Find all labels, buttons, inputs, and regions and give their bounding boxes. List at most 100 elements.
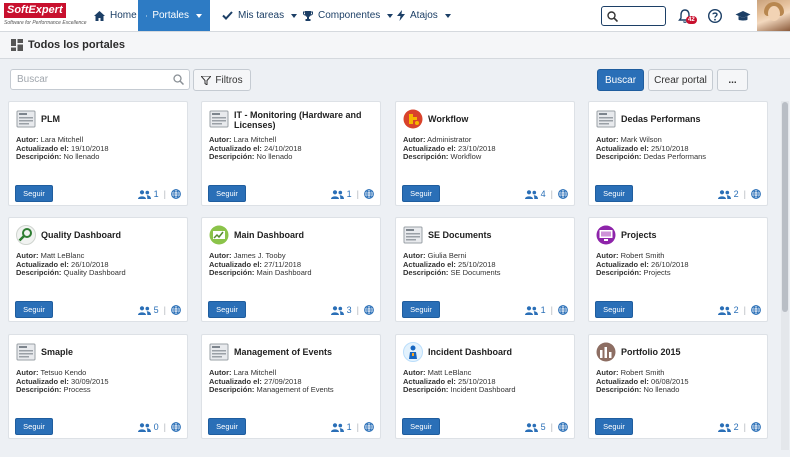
users-icon[interactable] [330, 422, 344, 432]
portal-stats: 2 | [717, 189, 761, 199]
globe-icon[interactable] [558, 305, 568, 315]
portal-title[interactable]: PLM [41, 114, 60, 124]
portal-stats: 0 | [137, 422, 181, 432]
portal-updated: 19/10/2018 [71, 143, 109, 153]
portal-title[interactable]: IT - Monitoring (Hardware and Licenses) [234, 110, 362, 130]
users-icon[interactable] [524, 422, 538, 432]
portal-title[interactable]: Smaple [41, 347, 74, 357]
portal-title[interactable]: Quality Dashboard [41, 230, 122, 240]
portal-card[interactable]: Smaple Autor: Tetsuo Kendo Actualizado el:… [8, 334, 188, 439]
nav-portales[interactable]: Portales [138, 0, 210, 31]
globe-icon[interactable] [171, 305, 181, 315]
globe-icon[interactable] [364, 305, 374, 315]
globe-icon[interactable] [364, 422, 374, 432]
globe-icon[interactable] [558, 422, 568, 432]
chevron-down-icon [444, 13, 451, 18]
portal-title[interactable]: SE Documents [428, 230, 492, 240]
globe-icon[interactable] [751, 189, 761, 199]
search-button[interactable]: Buscar [597, 69, 644, 91]
user-avatar[interactable] [757, 0, 790, 31]
more-options-button[interactable]: ... [717, 69, 748, 91]
portal-card[interactable]: Projects Autor: Robert Smith Actualizado e… [588, 217, 768, 322]
portal-card[interactable]: PLM Autor: Lara Mitchell Actualizado el: 1… [8, 101, 188, 206]
portal-search-input[interactable] [11, 70, 161, 89]
users-icon[interactable] [330, 189, 344, 199]
nav-mis-tareas[interactable]: Mis tareas [214, 0, 305, 31]
followers-count: 2 [733, 189, 739, 199]
users-icon[interactable] [330, 305, 344, 315]
follow-button[interactable]: Seguir [15, 418, 53, 435]
follow-button[interactable]: Seguir [208, 185, 246, 202]
users-icon[interactable] [137, 305, 151, 315]
portal-card[interactable]: Portfolio 2015 Autor: Robert Smith Actuali… [588, 334, 768, 439]
nav-atajos[interactable]: Atajos [389, 0, 459, 31]
portal-author: Administrator [427, 135, 472, 144]
followers-count: 1 [346, 189, 352, 199]
author-label: Autor: [16, 135, 39, 144]
nav-home[interactable]: Home [86, 0, 145, 31]
portal-card[interactable]: Dedas Performans Autor: Mark Wilson Actual… [588, 101, 768, 206]
globe-icon[interactable] [751, 422, 761, 432]
portal-card[interactable]: IT - Monitoring (Hardware and Licenses) A… [201, 101, 381, 206]
portal-card[interactable]: Management of Events Autor: Lara Mitchell… [201, 334, 381, 439]
follow-button[interactable]: Seguir [402, 185, 440, 202]
portal-card[interactable]: Incident Dashboard Autor: Matt LeBlanc Act… [395, 334, 575, 439]
portal-author: Lara Mitchell [233, 368, 277, 377]
portal-title[interactable]: Dedas Performans [621, 114, 701, 124]
portal-title[interactable]: Management of Events [234, 347, 333, 357]
filters-button[interactable]: Filtros [193, 69, 251, 91]
monitor-icon [596, 225, 616, 245]
portal-card[interactable]: Main Dashboard Autor: James J. Tooby Actua… [201, 217, 381, 322]
author-label: Autor: [596, 368, 619, 377]
global-search-input[interactable] [601, 6, 666, 26]
followers-count: 5 [153, 305, 159, 315]
portal-search-field[interactable] [10, 69, 190, 90]
softexpert-logo[interactable]: SoftExpert Software for Performance Exce… [4, 3, 87, 29]
follow-button[interactable]: Seguir [402, 301, 440, 318]
users-icon[interactable] [717, 189, 731, 199]
create-portal-button[interactable]: Crear portal [648, 69, 713, 91]
follow-button[interactable]: Seguir [595, 185, 633, 202]
portal-meta: Autor: Giulia Berni Actualizado el: 25/10… [403, 251, 501, 278]
follow-button[interactable]: Seguir [15, 185, 53, 202]
author-label: Autor: [16, 251, 39, 260]
users-icon[interactable] [524, 305, 538, 315]
globe-icon[interactable] [171, 422, 181, 432]
portal-title[interactable]: Incident Dashboard [428, 347, 513, 357]
portal-card[interactable]: Quality Dashboard Autor: Matt LeBlanc Actu… [8, 217, 188, 322]
follow-button[interactable]: Seguir [402, 418, 440, 435]
globe-icon[interactable] [364, 189, 374, 199]
portal-updated: 25/10/2018 [651, 143, 689, 153]
globe-icon[interactable] [558, 189, 568, 199]
portal-title[interactable]: Portfolio 2015 [621, 347, 681, 357]
users-icon[interactable] [717, 305, 731, 315]
portal-title[interactable]: Workflow [428, 114, 469, 124]
portal-title[interactable]: Main Dashboard [234, 230, 305, 240]
divider: | [163, 189, 166, 199]
portal-stats: 5 | [524, 422, 568, 432]
nav-portales-label: Portales [152, 10, 189, 21]
globe-icon[interactable] [751, 305, 761, 315]
users-icon[interactable] [137, 189, 151, 199]
portal-title[interactable]: Projects [621, 230, 657, 240]
globe-icon[interactable] [171, 189, 181, 199]
divider: | [356, 422, 359, 432]
description-label: Descripción: [209, 385, 255, 394]
nav-componentes[interactable]: Componentes [295, 0, 401, 31]
graduation-cap-icon[interactable] [735, 8, 751, 24]
users-icon[interactable] [137, 422, 151, 432]
help-icon[interactable] [707, 8, 723, 24]
follow-button[interactable]: Seguir [595, 418, 633, 435]
description-label: Descripción: [16, 152, 62, 161]
users-icon[interactable] [524, 189, 538, 199]
portal-card[interactable]: SE Documents Autor: Giulia Berni Actualiza… [395, 217, 575, 322]
follow-button[interactable]: Seguir [15, 301, 53, 318]
scrollbar-thumb[interactable] [782, 102, 788, 312]
follow-button[interactable]: Seguir [208, 301, 246, 318]
follow-button[interactable]: Seguir [595, 301, 633, 318]
portal-card[interactable]: Workflow Autor: Administrator Actualizado … [395, 101, 575, 206]
users-icon[interactable] [717, 422, 731, 432]
portal-meta: Autor: Lara Mitchell Actualizado el: 19/1… [16, 135, 109, 162]
updated-label: Actualizado el: [209, 376, 262, 386]
follow-button[interactable]: Seguir [208, 418, 246, 435]
